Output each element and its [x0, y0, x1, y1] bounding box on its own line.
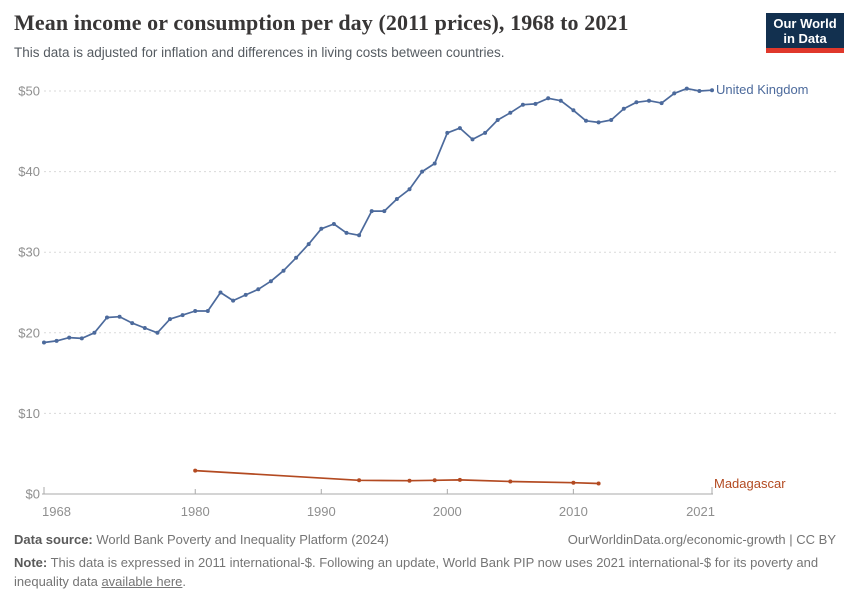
- data-point: [42, 340, 46, 345]
- data-point: [457, 126, 462, 131]
- footnote: Note: This data is expressed in 2011 int…: [14, 553, 836, 591]
- owid-logo-line2: in Data: [783, 30, 827, 46]
- x-axis-label-2021: 2021: [686, 504, 715, 519]
- y-axis-label-10: $10: [18, 406, 40, 421]
- x-axis-label-2000: 2000: [433, 504, 462, 519]
- data-point: [432, 478, 437, 483]
- data-point: [659, 101, 664, 106]
- data-point: [117, 314, 122, 319]
- footer: Data source: World Bank Poverty and Ineq…: [14, 530, 836, 591]
- data-point: [92, 330, 97, 335]
- data-point: [647, 98, 651, 103]
- data-point: [394, 197, 399, 201]
- data-point: [495, 118, 500, 122]
- owid-logo-line1: Our World: [773, 15, 837, 31]
- note-suffix: .: [182, 574, 187, 589]
- data-point: [382, 209, 387, 214]
- data-point: [319, 226, 324, 231]
- data-point: [596, 120, 601, 125]
- data-point: [609, 118, 614, 122]
- data-point: [193, 468, 198, 473]
- data-point: [483, 130, 488, 135]
- data-point: [205, 309, 210, 313]
- data-point: [571, 480, 576, 485]
- y-axis-label-0: $0: [26, 487, 40, 502]
- data-point: [369, 209, 374, 214]
- series-label-united-kingdom: United Kingdom: [716, 82, 809, 97]
- data-point: [105, 315, 109, 320]
- y-axis-label-30: $30: [18, 245, 40, 260]
- data-point: [331, 222, 336, 226]
- data-point: [508, 479, 513, 484]
- data-point: [306, 242, 311, 247]
- x-axis-label-1990: 1990: [307, 504, 336, 519]
- data-point: [218, 290, 223, 295]
- data-point: [546, 96, 551, 101]
- data-point: [508, 110, 513, 115]
- data-point: [54, 338, 59, 343]
- data-point: [571, 108, 576, 113]
- data-source: Data source: World Bank Poverty and Ineq…: [14, 530, 389, 549]
- credit-link[interactable]: OurWorldinData.org/economic-growth | CC …: [567, 532, 836, 547]
- y-axis-label-40: $40: [18, 164, 40, 179]
- data-point: [357, 478, 362, 483]
- data-point: [420, 169, 425, 174]
- data-point: [256, 287, 261, 292]
- y-axis-label-20: $20: [18, 325, 40, 340]
- x-axis-label-1968: 1968: [42, 504, 71, 519]
- available-here-link[interactable]: available here: [101, 574, 183, 589]
- data-point: [697, 89, 702, 93]
- data-point: [533, 101, 538, 106]
- note-label: Note:: [14, 555, 48, 570]
- data-point: [231, 298, 236, 303]
- line-series-united-kingdom: [42, 86, 714, 345]
- data-point: [357, 233, 362, 238]
- data-point: [470, 137, 475, 142]
- data-source-label: Data source:: [14, 532, 93, 547]
- data-point: [457, 477, 462, 482]
- x-axis-label-1980: 1980: [181, 504, 210, 519]
- data-point: [621, 106, 626, 111]
- note-text: This data is expressed in 2011 internati…: [14, 555, 819, 589]
- series-line: [195, 469, 599, 485]
- data-point: [142, 326, 147, 330]
- page-subtitle: This data is adjusted for inflation and …: [14, 45, 505, 60]
- owid-logo: Our World in Data: [766, 13, 844, 53]
- data-point: [684, 86, 689, 91]
- data-point: [596, 481, 601, 486]
- data-point: [294, 255, 299, 260]
- series-line: [43, 87, 713, 344]
- data-point: [407, 187, 412, 192]
- data-point: [180, 313, 185, 318]
- data-point: [193, 309, 198, 313]
- data-point: [79, 336, 84, 341]
- data-point: [634, 100, 639, 105]
- data-point: [67, 335, 72, 340]
- x-axis-label-2010: 2010: [559, 504, 588, 519]
- data-point: [432, 161, 437, 166]
- data-point: [672, 91, 677, 96]
- page-title: Mean income or consumption per day (2011…: [14, 10, 629, 35]
- series-label-madagascar: Madagascar: [714, 476, 786, 491]
- data-point: [520, 102, 525, 107]
- data-source-text: World Bank Poverty and Inequality Platfo…: [96, 532, 389, 547]
- y-axis-label-50: $50: [18, 84, 40, 99]
- data-point: [268, 279, 273, 284]
- data-point: [445, 130, 450, 135]
- data-point: [407, 478, 412, 483]
- data-point: [130, 321, 135, 326]
- data-point: [243, 292, 248, 297]
- data-point: [584, 118, 588, 123]
- data-point: [710, 88, 714, 93]
- data-point: [155, 330, 160, 335]
- data-point: [558, 98, 563, 103]
- data-point: [344, 230, 349, 235]
- data-point: [168, 317, 172, 322]
- line-series-madagascar: [193, 468, 601, 486]
- data-point: [281, 268, 286, 273]
